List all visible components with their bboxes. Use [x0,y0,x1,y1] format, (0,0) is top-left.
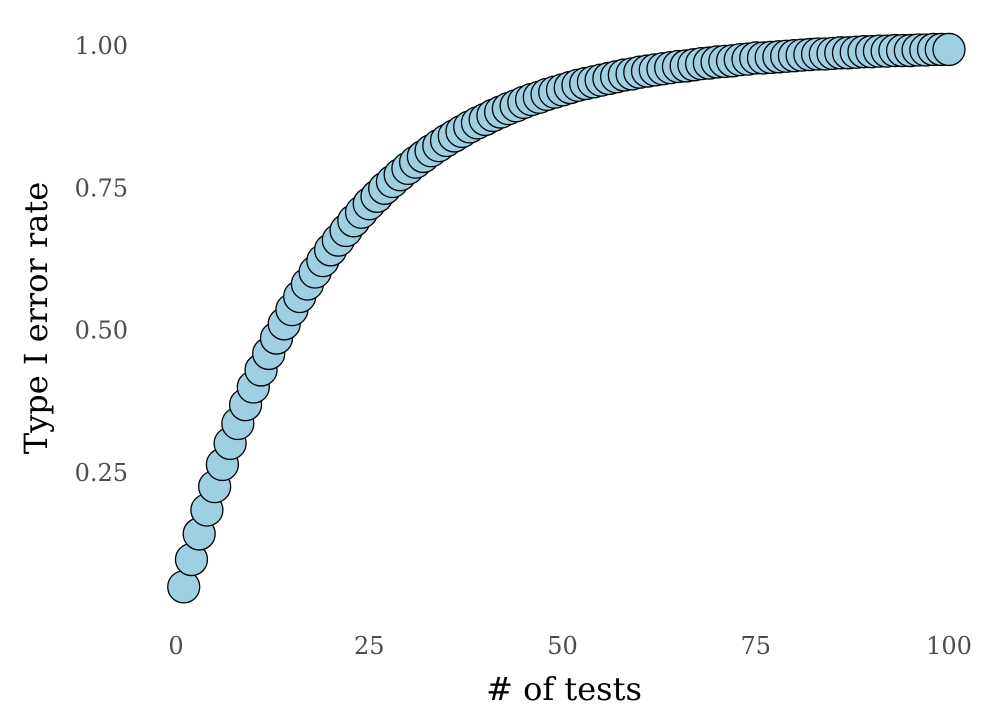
x-tick-label: 75 [741,632,772,660]
y-tick-label: 0.75 [75,174,128,202]
x-tick-label: 50 [547,632,578,660]
points-layer [167,32,966,604]
y-tick-label: 1.00 [75,32,128,60]
x-tick-label: 0 [168,632,183,660]
y-tick-label: 0.50 [75,317,128,345]
x-axis-ticks: 0 25 50 75 100 [168,632,972,660]
y-tick-label: 0.25 [75,459,128,487]
x-tick-label: 25 [354,632,385,660]
x-tick-label: 100 [926,632,972,660]
x-axis-title: # of tests [486,670,642,708]
data-point [932,32,966,67]
y-axis-ticks: 0.25 0.50 0.75 1.00 [75,32,128,487]
y-axis-title: Type I error rate [17,182,55,454]
